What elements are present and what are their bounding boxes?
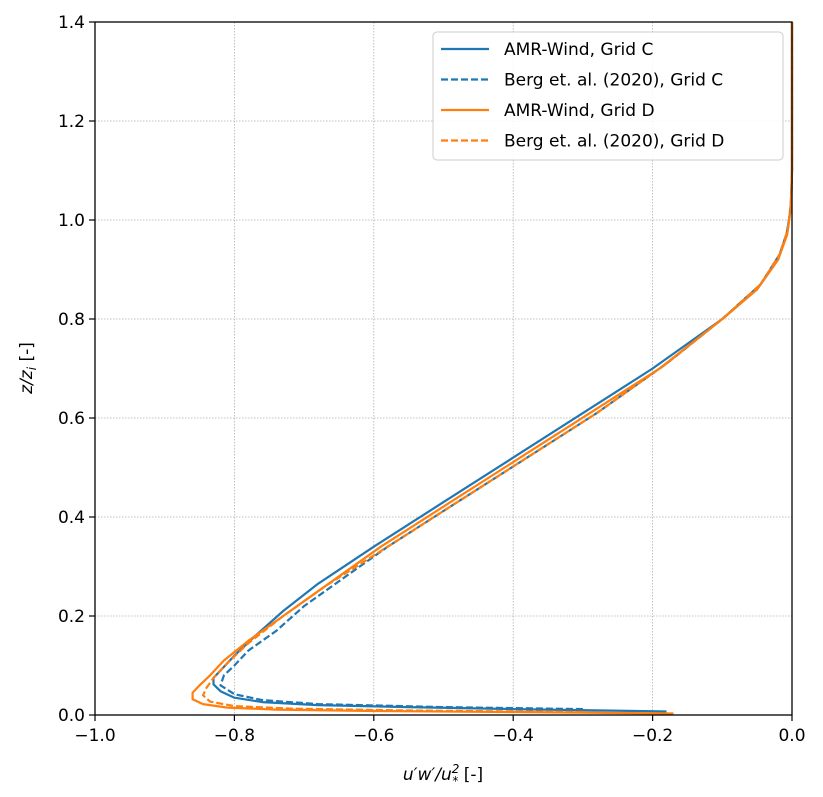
plot-frame (94, 21, 793, 716)
y-tick-label: 0.6 (58, 409, 85, 429)
y-axis-label: z/zi [-] (17, 342, 39, 395)
x-tick-label: −0.4 (493, 726, 534, 746)
legend: AMR-Wind, Grid C Berg et. al. (2020), Gri… (432, 31, 784, 161)
y-tick-label: 1.2 (58, 112, 85, 132)
y-tick-label: 0.2 (58, 607, 85, 627)
x-tick-label: −0.6 (353, 726, 394, 746)
legend-label-1: Berg et. al. (2020), Grid C (504, 71, 723, 91)
x-axis-label: u′w′/u2 * [-] (403, 762, 483, 788)
ticks: −1.0 −0.8 −0.6 −0.4 −0.2 0.0 0.0 0.2 0.4 0.6 0.8 1.… (58, 13, 806, 746)
legend-label-0: AMR-Wind, Grid C (504, 40, 653, 60)
x-tick-label: −1.0 (74, 726, 115, 746)
x-tick-label: −0.8 (214, 726, 255, 746)
series-line-3 (201, 22, 794, 714)
y-tick-label: 0.0 (58, 706, 85, 726)
legend-label-3: Berg et. al. (2020), Grid D (504, 132, 724, 152)
series-layer (191, 22, 794, 715)
y-tick-label: 0.4 (58, 508, 85, 528)
x-tick-label: −0.2 (632, 726, 673, 746)
y-tick-label: 1.0 (58, 211, 85, 231)
y-tick-label: 1.4 (58, 13, 85, 33)
legend-box (432, 31, 784, 161)
legend-label-2: AMR-Wind, Grid D (504, 101, 655, 121)
x-tick-label: 0.0 (778, 726, 805, 746)
y-tick-label: 0.8 (58, 310, 85, 330)
